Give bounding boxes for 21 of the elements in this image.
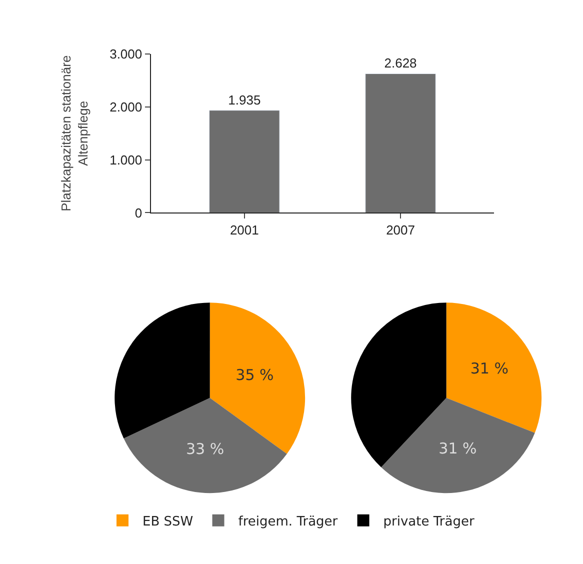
data-label: 2.628 [384,56,417,71]
y-tick-label: 0 [134,205,142,220]
data-label: 31 % [470,360,508,378]
y-tick-label: 1.000 [110,152,142,168]
data-label: 35 % [236,366,274,384]
pie-slice [210,302,306,454]
pie-slice [114,302,210,438]
legend-label: EB SSW [142,514,194,530]
data-label: 31 % [438,440,477,458]
legend-label: private Träger [383,514,475,530]
pie-slice [124,398,287,494]
y-tick-label: 3.000 [110,46,142,62]
x-tick-label: 2007 [386,222,415,238]
y-tick-label: 2.000 [110,99,142,114]
y-axis-title: Platzkapazitäten stationäre Altenpflege [58,55,91,212]
pie-slice [446,302,542,433]
x-tick-label: 2001 [230,222,259,238]
data-label: 33 % [186,440,224,458]
pie-slice [381,398,535,494]
data-label: 1.935 [228,92,261,108]
legend-label: freigem. Träger [238,514,338,530]
